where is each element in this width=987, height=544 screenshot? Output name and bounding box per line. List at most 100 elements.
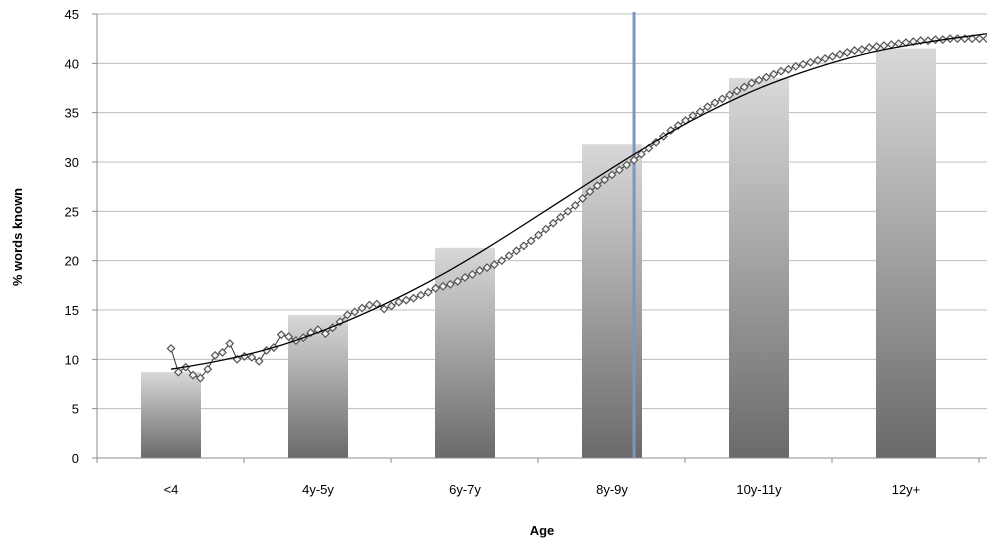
overlay-point xyxy=(247,352,257,362)
overlay-point xyxy=(842,48,852,57)
y-tick-label: 35 xyxy=(65,106,79,121)
overlay-point xyxy=(195,373,205,383)
overlay-point xyxy=(460,272,470,282)
overlay-point xyxy=(850,46,859,55)
bar xyxy=(729,78,789,458)
overlay-point xyxy=(335,317,345,327)
overlay-point xyxy=(438,281,448,291)
overlay-point xyxy=(512,246,521,256)
overlay-point xyxy=(409,293,418,303)
overlay-point xyxy=(791,61,801,71)
y-axis-title: % words known xyxy=(10,188,25,286)
overlay-point xyxy=(930,35,940,45)
overlay-point xyxy=(497,256,507,266)
overlay-point xyxy=(820,53,830,63)
overlay-point xyxy=(857,45,867,54)
overlay-point xyxy=(975,34,984,44)
overlay-point xyxy=(475,266,485,275)
overlay-point xyxy=(394,297,404,307)
overlay-point xyxy=(592,181,602,191)
overlay-point xyxy=(218,347,227,357)
overlay-point xyxy=(717,94,727,104)
y-tick-label: 25 xyxy=(65,204,79,219)
overlay-point xyxy=(725,90,735,100)
overlay-point xyxy=(695,107,705,117)
bar xyxy=(435,247,495,458)
y-tick-label: 45 xyxy=(65,7,79,22)
overlay-point xyxy=(203,364,213,374)
overlay-point xyxy=(754,75,764,85)
y-tick-label: 40 xyxy=(65,56,79,71)
overlay-series-line xyxy=(170,38,987,379)
x-tick-label: 6y-7y xyxy=(449,482,481,497)
overlay-point xyxy=(872,42,882,52)
overlay-point xyxy=(607,170,617,180)
overlay-point xyxy=(225,339,235,348)
overlay-point xyxy=(761,72,771,82)
overlay-point xyxy=(636,149,646,159)
overlay-point xyxy=(254,356,264,366)
x-tick-label: 12y+ xyxy=(892,482,921,497)
y-tick-label: 10 xyxy=(65,352,79,367)
trend-line-path xyxy=(170,33,987,370)
overlay-point xyxy=(350,307,360,317)
overlay-point xyxy=(276,330,286,340)
overlay-point xyxy=(284,332,294,342)
overlay-point xyxy=(908,37,918,47)
overlay-point xyxy=(835,50,845,59)
y-tick-label: 0 xyxy=(72,451,79,466)
overlay-point xyxy=(166,344,176,353)
overlay-point xyxy=(489,260,499,270)
overlay-point xyxy=(828,51,837,61)
bar xyxy=(582,144,642,459)
overlay-point xyxy=(387,301,396,311)
overlay-point xyxy=(365,300,374,310)
overlay-point xyxy=(188,370,198,380)
overlay-point xyxy=(879,41,889,51)
overlay-point xyxy=(431,283,441,293)
trend-line xyxy=(170,33,987,370)
overlay-point xyxy=(666,125,676,135)
overlay-point xyxy=(357,303,367,313)
overlay-point xyxy=(306,328,316,338)
overlay-point xyxy=(519,241,529,251)
overlay-point xyxy=(600,175,610,185)
overlay-point xyxy=(813,55,823,65)
overlay-point xyxy=(342,310,352,320)
overlay-point xyxy=(328,323,338,333)
overlay-point xyxy=(585,187,595,197)
overlay-point xyxy=(526,236,536,246)
y-tick-label: 20 xyxy=(65,254,79,269)
overlay-point xyxy=(806,57,815,67)
overlay-point xyxy=(967,34,977,44)
overlay-point xyxy=(710,98,720,108)
y-tick-label: 30 xyxy=(65,155,79,170)
overlay-point xyxy=(570,200,580,210)
overlay-point xyxy=(467,270,477,279)
bar xyxy=(141,372,201,458)
x-tick-label: 10y-11y xyxy=(736,482,782,497)
gridlines xyxy=(97,13,987,459)
axes xyxy=(92,13,987,463)
labels: 0 5 10 15 20 25 30 35 40 45 <4 4y-5y 6y-7y 8y-9y 10y-1… xyxy=(65,7,921,497)
overlay-point xyxy=(541,224,551,234)
overlay-point xyxy=(482,263,492,273)
overlay-point xyxy=(548,218,558,228)
overlay-point xyxy=(703,102,712,112)
overlay-point xyxy=(739,82,749,92)
overlay-point xyxy=(916,36,926,46)
overlay-point xyxy=(578,194,588,203)
overlay-point xyxy=(504,251,514,261)
x-tick-label: 8y-9y xyxy=(596,482,628,497)
overlay-point xyxy=(783,64,793,74)
overlay-point xyxy=(173,367,183,377)
overlay-point xyxy=(622,160,632,170)
overlay-point xyxy=(320,329,330,339)
overlay-point xyxy=(629,155,639,165)
overlay-point xyxy=(416,290,426,300)
overlay-point xyxy=(232,354,242,364)
overlay-point xyxy=(401,295,411,305)
x-tick-label: <4 xyxy=(164,482,179,497)
x-tick-label: 4y-5y xyxy=(302,482,334,497)
